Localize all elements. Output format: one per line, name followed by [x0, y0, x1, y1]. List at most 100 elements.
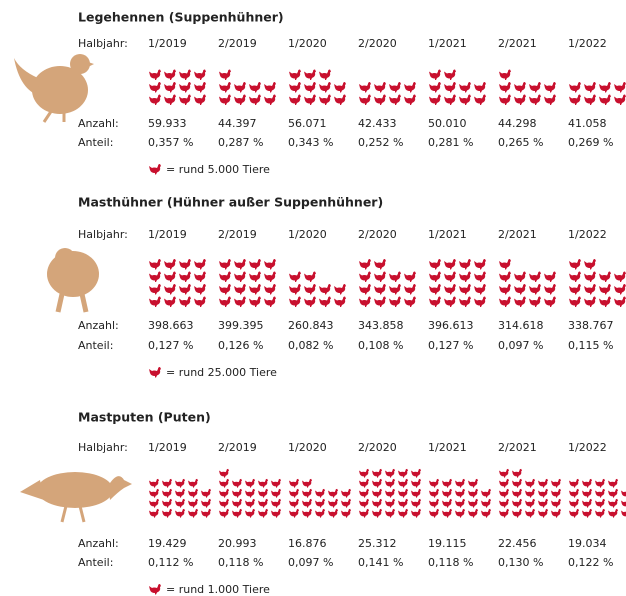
- icon: [304, 297, 316, 308]
- icon: [525, 499, 535, 508]
- icon: [372, 489, 382, 498]
- pictogram: [149, 259, 206, 307]
- count-value: 44.298: [498, 117, 537, 130]
- icon: [302, 509, 312, 518]
- count-value: 19.115: [428, 537, 467, 550]
- count-value: 59.933: [148, 117, 187, 130]
- icon: [194, 284, 206, 295]
- icon: [569, 509, 579, 518]
- period: 2/2021: [498, 441, 537, 454]
- icon: [219, 297, 231, 308]
- icon: [525, 479, 535, 488]
- icon: [481, 509, 491, 518]
- icon: [474, 95, 486, 106]
- icon: [334, 284, 346, 295]
- pictogram: [429, 70, 486, 106]
- legend-icon: [149, 367, 161, 378]
- icon: [584, 82, 596, 93]
- icon: [499, 272, 511, 283]
- count-value: 41.058: [568, 117, 607, 130]
- share-label: Anteil:: [78, 556, 113, 569]
- icon: [315, 509, 325, 518]
- infographic: Legehennen (Suppenhühner)Halbjahr:Anzahl…: [0, 0, 626, 596]
- icon: [525, 489, 535, 498]
- icon: [179, 297, 191, 308]
- period: 2/2021: [498, 37, 537, 50]
- icon: [459, 82, 471, 93]
- icon: [302, 479, 312, 488]
- icon: [341, 499, 351, 508]
- icon: [569, 259, 581, 270]
- icon: [264, 259, 276, 270]
- icon: [442, 489, 452, 498]
- icon: [315, 489, 325, 498]
- icon: [249, 82, 261, 93]
- section-title: Mastputen (Puten): [78, 410, 211, 425]
- icon: [529, 95, 541, 106]
- icon: [389, 272, 401, 283]
- icon: [411, 469, 421, 478]
- icon: [302, 489, 312, 498]
- icon: [499, 82, 511, 93]
- icon: [481, 499, 491, 508]
- icon: [341, 509, 351, 518]
- icon: [179, 82, 191, 93]
- icon: [232, 499, 242, 508]
- icon: [444, 95, 456, 106]
- icon: [514, 95, 526, 106]
- icon: [245, 509, 255, 518]
- icon: [404, 272, 416, 283]
- icon: [398, 469, 408, 478]
- icon: [614, 95, 626, 106]
- period: 1/2019: [148, 441, 187, 454]
- icon: [289, 297, 301, 308]
- icon: [551, 499, 561, 508]
- pictogram: [569, 259, 626, 307]
- icon: [512, 499, 522, 508]
- period: 2/2019: [218, 228, 257, 241]
- pictogram: [359, 469, 421, 518]
- icon: [219, 259, 231, 270]
- icon: [289, 509, 299, 518]
- icon: [499, 489, 509, 498]
- icon: [219, 82, 231, 93]
- icon: [512, 479, 522, 488]
- pictogram: [219, 469, 281, 518]
- icon: [499, 499, 509, 508]
- icon: [188, 499, 198, 508]
- pictogram: [219, 70, 276, 106]
- pictogram: [359, 259, 416, 307]
- icon: [334, 95, 346, 106]
- icon: [249, 272, 261, 283]
- icon: [404, 284, 416, 295]
- icon: [444, 259, 456, 270]
- pictogram: [149, 479, 211, 518]
- count-value: 398.663: [148, 319, 194, 332]
- icon: [584, 259, 596, 270]
- icon: [271, 499, 281, 508]
- icon: [621, 499, 626, 508]
- icon: [328, 489, 338, 498]
- icon: [512, 509, 522, 518]
- icon: [234, 284, 246, 295]
- count-value: 56.071: [288, 117, 327, 130]
- icon: [529, 284, 541, 295]
- icon: [164, 297, 176, 308]
- period: 2/2021: [498, 228, 537, 241]
- icon: [264, 82, 276, 93]
- icon: [411, 509, 421, 518]
- icon: [149, 95, 161, 106]
- icon: [385, 489, 395, 498]
- icon: [328, 499, 338, 508]
- icon: [398, 509, 408, 518]
- icon: [149, 489, 159, 498]
- share-value: 0,108 %: [358, 339, 403, 352]
- icon: [599, 297, 611, 308]
- icon: [429, 272, 441, 283]
- pictogram: [499, 259, 556, 307]
- icon: [219, 284, 231, 295]
- icon: [444, 70, 456, 81]
- icon: [459, 284, 471, 295]
- icon: [194, 95, 206, 106]
- icon: [372, 469, 382, 478]
